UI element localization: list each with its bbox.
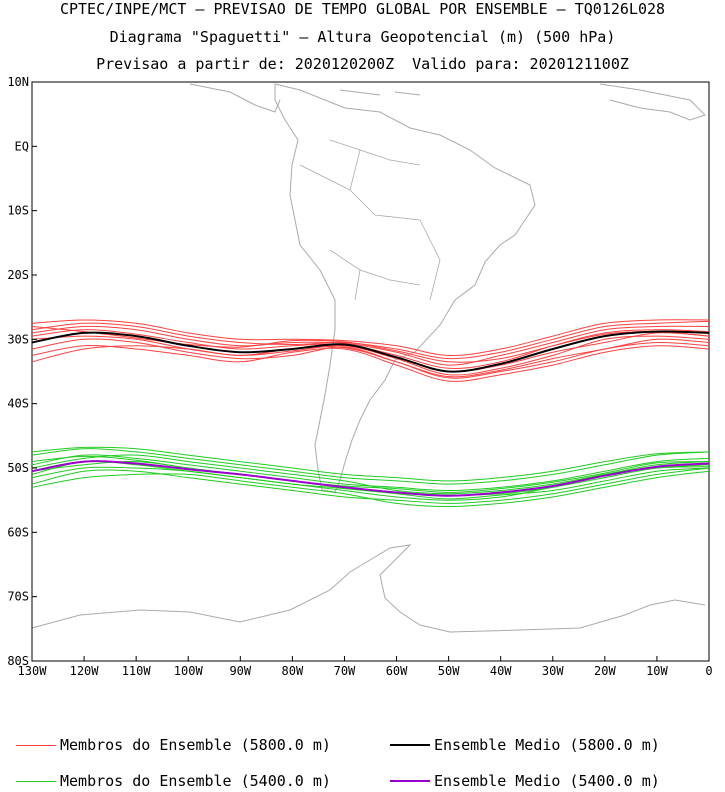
map-coastlines — [31, 83, 706, 633]
y-tick-label-3: 20S — [7, 268, 29, 282]
series-line-5800-mean-10 — [31, 330, 710, 373]
central-america-outline — [189, 83, 281, 113]
title-line-3: Previsao a partir de: 2020120200Z Valido… — [96, 55, 629, 73]
series-line-5800-members-9 — [31, 326, 710, 363]
series-line-5800-members-8 — [31, 338, 710, 378]
legend-item-red-members: Membros do Ensemble (5800.0 m) — [16, 736, 331, 754]
y-tick-label-8: 70S — [7, 590, 29, 604]
series-line-5800-members-6 — [31, 319, 710, 356]
x-tick-label-13: 0 — [705, 664, 712, 678]
caribbean-islands — [339, 89, 421, 96]
y-tick-label-1: EQ — [15, 139, 29, 153]
series-line-5400-members-12 — [31, 460, 710, 501]
series-line-5400-mean-21 — [31, 460, 710, 497]
country-borders — [299, 139, 441, 301]
y-tick-label-9: 80S — [7, 654, 29, 668]
legend-item-green-members: Membros do Ensemble (5400.0 m) — [16, 772, 331, 790]
y-tick-label-7: 60S — [7, 525, 29, 539]
series-line-5400-members-19 — [31, 455, 710, 493]
y-tick-label-4: 30S — [7, 332, 29, 346]
x-tick-label-0: 130W — [18, 664, 48, 678]
x-tick-label-12: 10W — [646, 664, 668, 678]
x-tick-label-11: 20W — [594, 664, 616, 678]
x-tick-label-7: 60W — [386, 664, 408, 678]
y-tick-label-0: 10N — [7, 75, 29, 89]
legend-label-red-members: Membros do Ensemble (5800.0 m) — [60, 736, 331, 754]
x-tick-label-3: 100W — [174, 664, 204, 678]
legend-item-black-mean: Ensemble Medio (5800.0 m) — [390, 736, 660, 754]
antarctica-outline — [31, 544, 706, 633]
series-line-5800-members-4 — [31, 325, 710, 366]
x-tick-label-5: 80W — [282, 664, 304, 678]
x-tick-label-4: 90W — [229, 664, 251, 678]
x-tick-label-10: 30W — [542, 664, 564, 678]
plot-frame — [31, 81, 710, 662]
legend-label-black-mean: Ensemble Medio (5800.0 m) — [434, 736, 660, 754]
series-line-5400-members-13 — [31, 448, 710, 485]
legend-label-green-members: Membros do Ensemble (5400.0 m) — [60, 772, 331, 790]
series-line-5400-members-16 — [31, 446, 710, 482]
title-line-2: Diagrama "Spaguetti" – Altura Geopotenci… — [109, 28, 616, 46]
series-line-5400-members-20 — [31, 466, 710, 500]
x-tick-label-1: 120W — [70, 664, 100, 678]
y-tick-label-6: 50S — [7, 461, 29, 475]
south-america-outline — [274, 83, 536, 493]
legend-swatch-red — [16, 744, 56, 746]
legend-label-purple-mean: Ensemble Medio (5400.0 m) — [434, 772, 660, 790]
title-line-1: CPTEC/INPE/MCT – PREVISAO DE TEMPO GLOBA… — [59, 0, 666, 18]
legend-item-purple-mean: Ensemble Medio (5400.0 m) — [390, 772, 660, 790]
legend-swatch-purple — [390, 780, 430, 782]
y-tick-label-5: 40S — [7, 397, 29, 411]
africa-outline — [599, 83, 706, 121]
x-tick-label-8: 50W — [438, 664, 460, 678]
x-tick-label-6: 70W — [334, 664, 356, 678]
x-tick-label-9: 40W — [490, 664, 512, 678]
legend-swatch-green — [16, 780, 56, 782]
legend-swatch-black — [390, 744, 430, 746]
series-line-5800-members-2 — [31, 320, 710, 360]
x-tick-label-2: 110W — [122, 664, 152, 678]
y-tick-label-2: 10S — [7, 204, 29, 218]
series-line-5400-members-17 — [31, 470, 710, 508]
series-line-5800-members-5 — [31, 345, 710, 382]
